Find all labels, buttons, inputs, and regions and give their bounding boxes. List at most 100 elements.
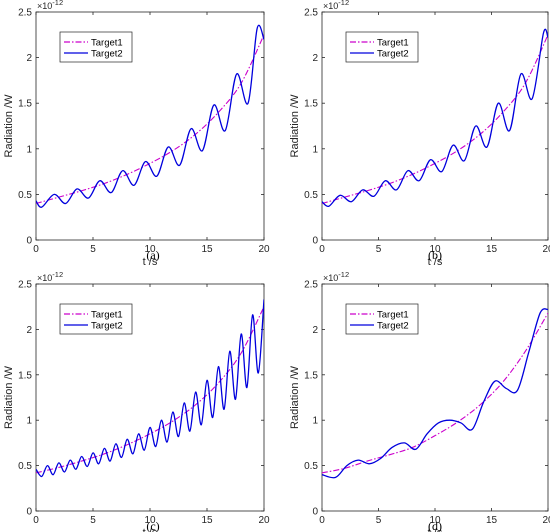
legend-box (345, 303, 419, 335)
x-tick-label: 5 (90, 515, 96, 526)
panel-caption: (b) (428, 248, 442, 262)
y-tick-label: 2.5 (304, 8, 318, 19)
x-tick-label: 0 (319, 244, 325, 255)
y-tick-label: 1.5 (18, 370, 32, 381)
series-line-target2 (322, 28, 548, 208)
x-tick-label: 5 (376, 244, 382, 255)
series-line-target2 (322, 308, 548, 479)
exponent-power: -12 (338, 270, 349, 279)
y-tick-label: 0 (312, 507, 318, 518)
exponent-power: -12 (338, 0, 349, 7)
exponent-power: -12 (52, 0, 63, 7)
y-tick-label: 2 (312, 325, 318, 336)
x-tick-label: 10 (429, 515, 441, 526)
series-line-target1 (36, 306, 264, 474)
series-line-target1 (322, 312, 548, 474)
x-tick-label: 5 (376, 515, 382, 526)
y-exponent-label: ×10-12 (37, 270, 63, 283)
legend-label-target2: Target2 (377, 49, 409, 60)
exponent-base: ×10 (323, 1, 338, 11)
legend-label-target1: Target1 (377, 38, 409, 49)
y-tick-label: 0.5 (18, 190, 32, 201)
y-tick-label: 1 (312, 416, 318, 427)
y-exponent-label: ×10-12 (37, 0, 63, 11)
exponent-base: ×10 (323, 273, 338, 283)
chart-panel-c: 0 5 10 15 20 0 0.5 1 1.5 2 2.5 ×10-12 t /s Radiation … (3, 270, 270, 532)
legend-label-target1: Target1 (91, 310, 123, 321)
x-tick-label: 0 (33, 244, 39, 255)
x-axis-label: t /s (143, 256, 158, 268)
series-group (322, 308, 548, 479)
legend-label-target2: Target2 (91, 321, 123, 332)
legend-label-target1: Target1 (377, 310, 409, 321)
panel-caption: (d) (428, 519, 442, 532)
y-axis-label: Radiation /W (289, 94, 301, 158)
panel-caption: (c) (146, 519, 159, 532)
legend-box (59, 303, 133, 335)
legend-label-target2: Target2 (377, 321, 409, 332)
y-tick-label: 0 (26, 236, 32, 247)
series-line-target1 (36, 34, 264, 205)
y-tick-label: 0 (26, 507, 32, 518)
y-tick-label: 0.5 (304, 190, 318, 201)
exponent-base: ×10 (37, 273, 52, 283)
x-axis-label: t /s (428, 256, 443, 268)
y-axis-label: Radiation /W (3, 94, 15, 158)
y-tick-label: 1.5 (18, 99, 32, 110)
x-tick-label: 10 (429, 244, 441, 255)
x-tick-label: 10 (144, 244, 156, 255)
x-tick-label: 20 (258, 515, 270, 526)
x-tick-label: 20 (542, 244, 550, 255)
legend-box (345, 31, 419, 63)
y-tick-label: 2 (26, 325, 32, 336)
x-tick-label: 15 (201, 244, 213, 255)
x-axis-label: t /s (428, 527, 443, 532)
series-group (322, 28, 548, 208)
x-tick-label: 5 (90, 244, 96, 255)
chart-panel-a: 0 5 10 15 20 0 0.5 1 1.5 2 2.5 ×10-12 t /s Radiation … (3, 0, 270, 268)
y-tick-label: 2 (26, 53, 32, 64)
y-tick-label: 2.5 (304, 280, 318, 291)
y-tick-label: 1.5 (304, 99, 318, 110)
x-tick-label: 20 (542, 515, 550, 526)
y-tick-label: 2.5 (18, 8, 32, 19)
x-tick-label: 0 (33, 515, 39, 526)
x-axis-label: t /s (143, 527, 158, 532)
y-exponent-label: ×10-12 (323, 0, 349, 11)
y-tick-label: 0.5 (18, 461, 32, 472)
y-exponent-label: ×10-12 (323, 270, 349, 283)
series-line-target2 (36, 299, 264, 478)
legend-box (59, 31, 133, 63)
chart-panel-b: 0 5 10 15 20 0 0.5 1 1.5 2 2.5 ×10-12 t /s Radiation … (289, 0, 550, 268)
y-tick-label: 2.5 (18, 280, 32, 291)
y-tick-label: 0.5 (304, 461, 318, 472)
y-tick-label: 2 (312, 53, 318, 64)
series-group (36, 299, 264, 478)
y-tick-label: 1 (312, 144, 318, 155)
x-tick-label: 15 (486, 244, 498, 255)
y-tick-label: 0 (312, 236, 318, 247)
panel-caption: (a) (146, 248, 159, 262)
y-tick-label: 1 (26, 144, 32, 155)
x-tick-label: 10 (144, 515, 156, 526)
legend-label-target2: Target2 (91, 49, 123, 60)
y-tick-label: 1.5 (304, 370, 318, 381)
series-group (36, 24, 264, 208)
exponent-base: ×10 (37, 1, 52, 11)
x-tick-label: 15 (486, 515, 498, 526)
x-tick-label: 20 (258, 244, 270, 255)
legend-label-target1: Target1 (91, 38, 123, 49)
y-tick-label: 1 (26, 416, 32, 427)
y-axis-label: Radiation /W (3, 365, 15, 429)
exponent-power: -12 (52, 270, 63, 279)
x-tick-label: 0 (319, 515, 325, 526)
x-tick-label: 15 (201, 515, 213, 526)
y-axis-label: Radiation /W (289, 365, 301, 429)
chart-panel-d: 0 5 10 15 20 0 0.5 1 1.5 2 2.5 ×10-12 t /s Radiation … (289, 270, 550, 532)
series-line-target2 (36, 24, 264, 208)
